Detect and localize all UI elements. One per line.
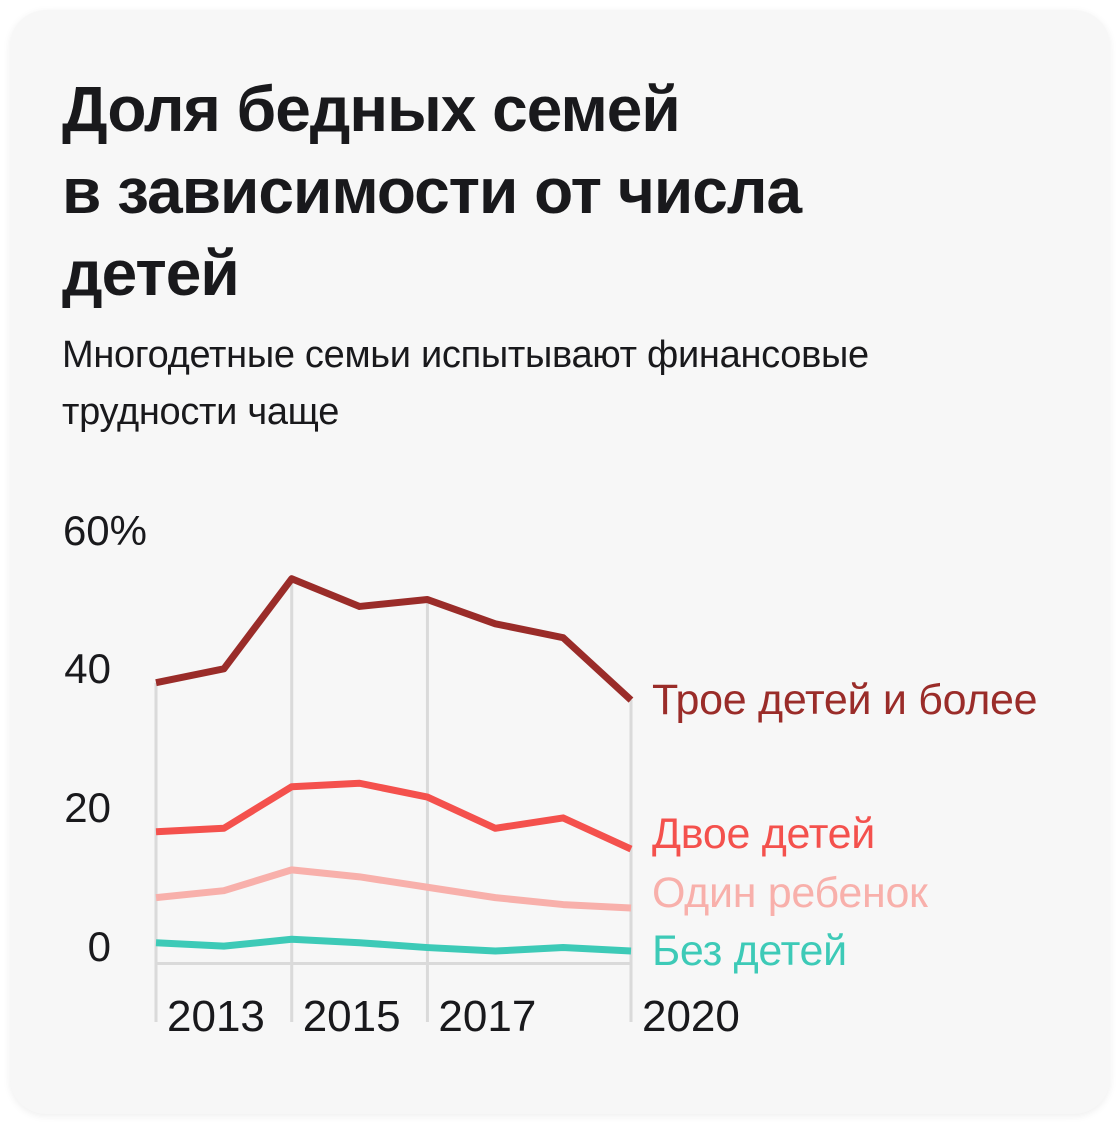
chart-title: Доля бедных семей в зависимости от числа… [62,68,1022,314]
chart-title-line: Доля бедных семей [62,73,681,145]
y-axis-tick-label: 20 [64,783,111,831]
y-axis-tick-label: 0 [87,922,111,970]
series-label-one-child: Один ребенок [651,869,928,918]
series-label-three-or-more-children: Трое детей и более [651,676,1038,725]
y-axis-tick-label: 60% [62,506,147,554]
x-axis-tick-label: 2015 [302,992,401,1041]
chart-title-line: в зависимости от числа [62,155,802,227]
x-axis-tick-label: 2013 [167,992,265,1041]
y-axis-tick-label: 40 [64,645,111,693]
chart-subtitle-line: Многодетные семьи испытывают финансовые [62,334,869,376]
chart-card: Доля бедных семей в зависимости от числа… [10,10,1110,1114]
series-label-two-children: Двое детей [651,810,875,859]
x-axis-tick-label: 2020 [641,992,740,1041]
chart-subtitle: Многодетные семьи испытывают финансовые … [62,327,1062,441]
chart-subtitle-line: трудности чаще [62,391,340,433]
x-axis-tick-label: 2017 [438,992,537,1041]
series-label-no-children: Без детей [651,927,847,976]
chart-title-line: детей [62,237,240,309]
